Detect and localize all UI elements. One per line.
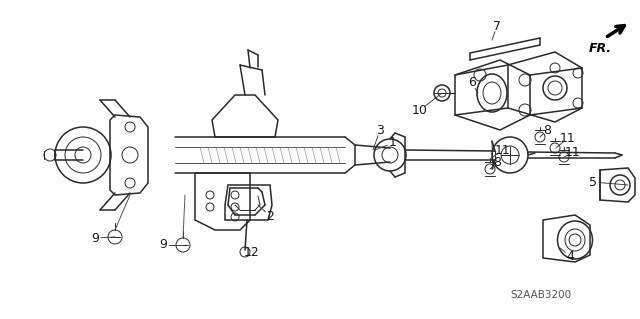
- Text: 5: 5: [589, 175, 597, 189]
- Text: 3: 3: [376, 123, 384, 137]
- Text: 10: 10: [412, 103, 428, 116]
- Text: 2: 2: [266, 210, 274, 222]
- Text: 9: 9: [91, 232, 99, 244]
- Text: FR.: FR.: [588, 42, 612, 55]
- Text: 11: 11: [560, 131, 576, 145]
- Text: 8: 8: [493, 157, 501, 169]
- Text: S2AAB3200: S2AAB3200: [510, 290, 571, 300]
- Text: 12: 12: [244, 247, 260, 259]
- Text: 4: 4: [566, 249, 574, 263]
- Text: 8: 8: [543, 123, 551, 137]
- Text: 11: 11: [565, 146, 581, 160]
- Text: 1: 1: [389, 137, 397, 150]
- Text: 7: 7: [493, 19, 501, 33]
- Text: 11: 11: [495, 144, 511, 157]
- Text: 9: 9: [159, 239, 167, 251]
- Text: 6: 6: [468, 77, 476, 90]
